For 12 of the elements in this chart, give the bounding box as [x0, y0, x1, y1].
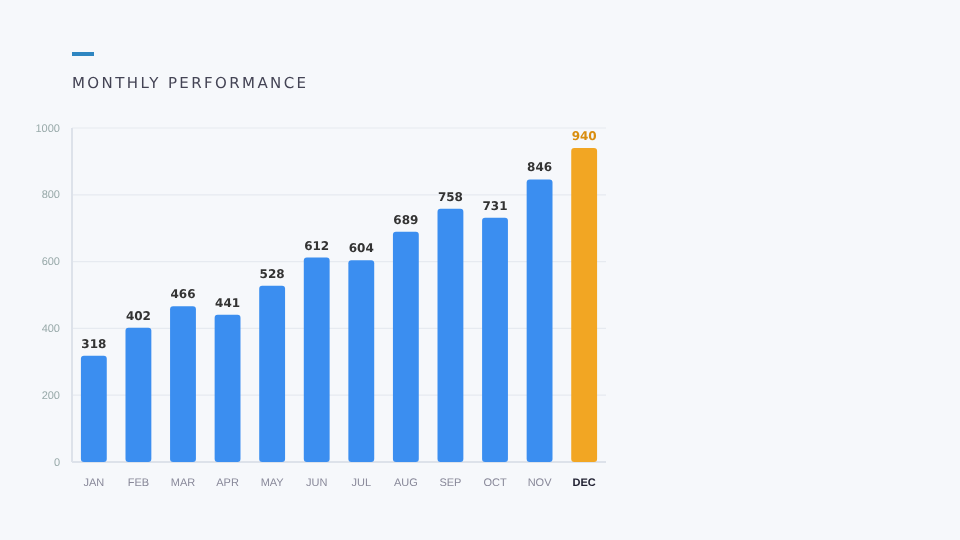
bar [392, 231, 419, 462]
bar [125, 327, 152, 462]
bar [259, 285, 286, 462]
bar [571, 148, 598, 462]
bar [303, 257, 330, 462]
bar [80, 355, 107, 462]
bar [526, 179, 553, 462]
bar [437, 208, 464, 462]
bar [482, 217, 508, 462]
bar [348, 260, 375, 462]
bar [214, 314, 241, 462]
bar [170, 306, 196, 462]
